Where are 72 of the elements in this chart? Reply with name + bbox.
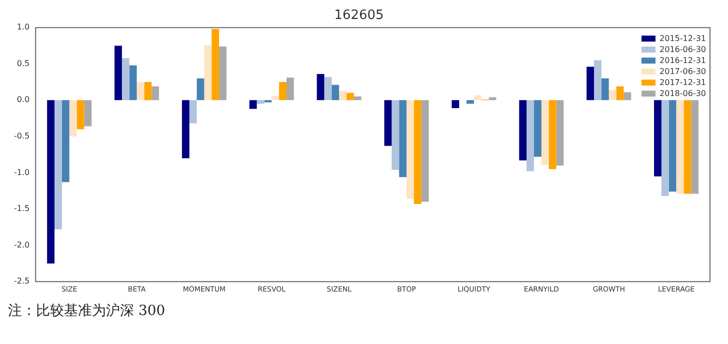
bar — [212, 29, 220, 100]
y-tick-label: 0.5 — [16, 58, 30, 68]
bar — [152, 86, 160, 100]
bar — [392, 100, 400, 170]
y-tick-label: -1.0 — [14, 168, 30, 177]
bar — [676, 100, 684, 194]
bar — [616, 86, 624, 100]
bar — [286, 78, 294, 100]
bar — [204, 45, 212, 100]
bar — [339, 90, 347, 100]
bar — [534, 100, 542, 157]
legend-label: 2016-12-31 — [660, 56, 706, 66]
bar — [541, 100, 549, 165]
bar — [526, 100, 534, 172]
bar — [272, 96, 280, 100]
y-tick-label: -0.5 — [14, 132, 30, 141]
bar — [114, 46, 122, 100]
bar — [219, 46, 226, 100]
bar — [122, 58, 130, 100]
bar — [474, 95, 482, 100]
bar — [466, 100, 474, 104]
bar — [654, 100, 662, 176]
y-tick-label: -2.0 — [14, 240, 30, 250]
bar — [406, 100, 414, 199]
text: 注：比较基准为沪深 300 — [8, 302, 166, 320]
bar — [548, 100, 556, 170]
chart-title: 162605 — [334, 8, 384, 24]
bar — [601, 78, 609, 100]
bar — [84, 100, 92, 126]
bar — [129, 65, 137, 100]
bar — [182, 100, 190, 158]
bar — [519, 100, 527, 160]
bar — [189, 100, 197, 124]
bar — [249, 100, 257, 109]
bar — [384, 100, 392, 146]
bar — [594, 60, 602, 100]
bar — [76, 100, 84, 130]
bar — [54, 100, 62, 230]
bar — [346, 92, 354, 100]
y-tick-label: -1.5 — [14, 204, 30, 214]
bar — [556, 100, 564, 166]
bar — [256, 100, 264, 104]
legend-label: 2016-06-30 — [660, 45, 706, 54]
bar — [316, 74, 324, 100]
bar — [668, 100, 676, 192]
y-tick-label: -2.5 — [14, 276, 30, 286]
bar — [421, 100, 429, 202]
bar — [624, 92, 632, 100]
legend-label: 2017-06-30 — [660, 67, 706, 76]
legend-label: 2018-06-30 — [660, 89, 706, 98]
bar — [136, 82, 144, 100]
bar — [414, 100, 422, 204]
bar — [144, 82, 152, 100]
legend-label: 2017-12-31 — [660, 78, 706, 88]
bar — [279, 82, 286, 100]
bar — [452, 100, 460, 108]
bar — [69, 100, 77, 136]
bar — [661, 100, 669, 196]
bar — [62, 100, 70, 182]
bar — [332, 84, 340, 100]
bar — [354, 96, 362, 100]
legend-label: 2015-12-31 — [660, 34, 706, 44]
bar — [586, 66, 594, 100]
y-tick-label: 0.0 — [16, 95, 30, 104]
bar — [324, 76, 332, 100]
bar — [684, 100, 692, 194]
bar — [608, 90, 616, 100]
bar — [47, 100, 54, 264]
bar — [691, 100, 699, 194]
bar — [196, 78, 204, 100]
y-tick-label: 1.0 — [16, 22, 30, 32]
bar — [399, 100, 407, 178]
